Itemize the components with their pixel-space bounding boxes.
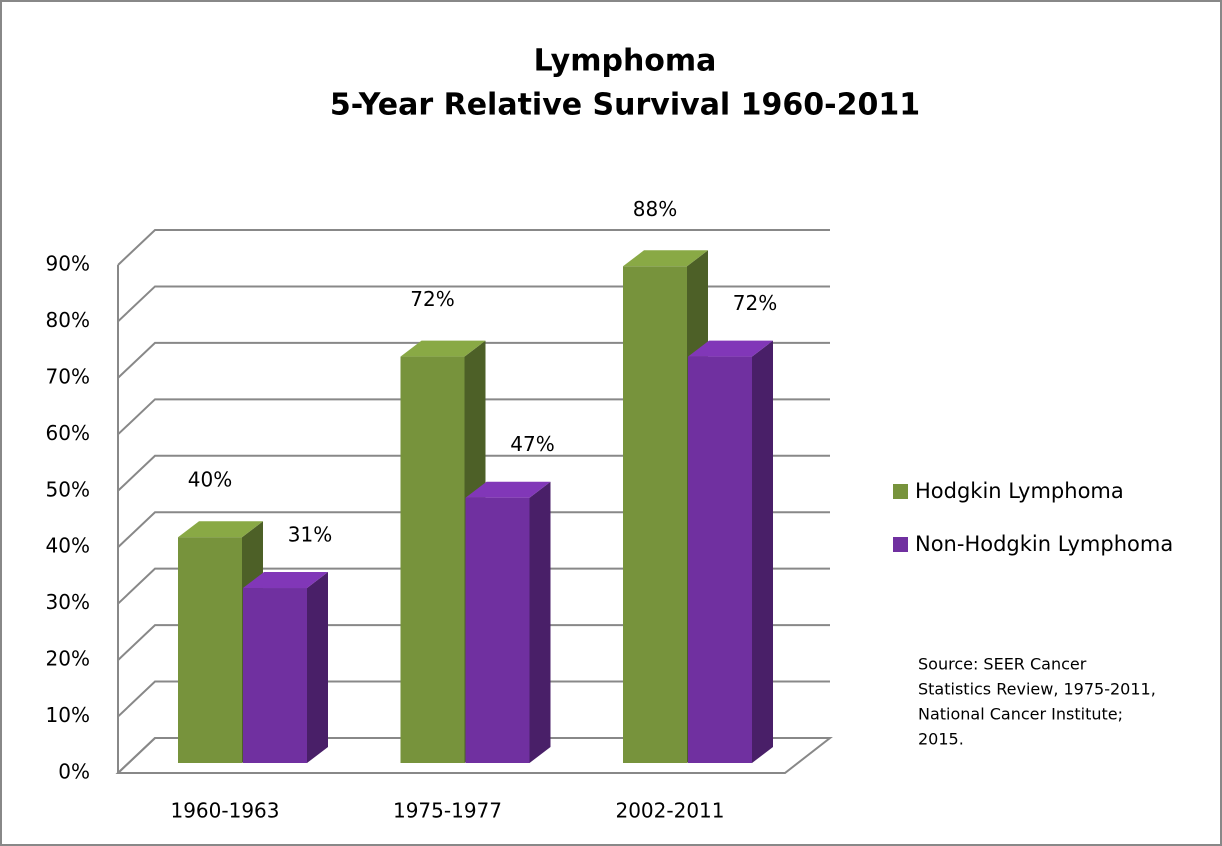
chart-title: Lymphoma (534, 44, 717, 79)
bar (465, 497, 530, 763)
y-tick-label: 40% (46, 534, 90, 558)
bar-side (529, 481, 551, 763)
y-tick-label: 80% (46, 308, 90, 332)
source-note: National Cancer Institute; (918, 705, 1123, 724)
data-label: 31% (288, 523, 332, 547)
grid-line (117, 454, 830, 492)
bar-side (752, 340, 773, 763)
data-label: 88% (633, 197, 677, 221)
data-label: 72% (410, 287, 454, 311)
grid-line (117, 511, 830, 548)
x-tick-label: 2002-2011 (615, 799, 724, 823)
y-tick-label: 20% (46, 647, 90, 671)
bar-side (307, 572, 328, 763)
bar (400, 356, 465, 763)
y-tick-label: 60% (46, 421, 90, 445)
source-note: 2015. (918, 730, 964, 749)
chart-subtitle: 5-Year Relative Survival 1960-2011 (330, 88, 920, 123)
grid-line (117, 398, 830, 436)
bar-top (465, 481, 551, 498)
data-label: 40% (188, 468, 232, 492)
source-note: Statistics Review, 1975-2011, (918, 680, 1156, 699)
y-tick-label: 90% (46, 252, 90, 276)
legend-label: Hodgkin Lymphoma (915, 479, 1124, 503)
legend-swatch (893, 537, 908, 552)
y-tick-label: 70% (46, 364, 90, 388)
bar (688, 356, 752, 763)
legend-label: Non-Hodgkin Lymphoma (915, 532, 1173, 556)
grid-line (117, 229, 830, 266)
data-label: 72% (733, 291, 777, 315)
y-tick-label: 0% (58, 760, 90, 784)
y-tick-label: 30% (46, 590, 90, 614)
data-label: 47% (510, 432, 554, 456)
bar-top (400, 340, 486, 357)
grid-line (117, 567, 830, 605)
bar (178, 537, 242, 763)
grid-line (117, 680, 830, 718)
bar-top (178, 521, 263, 538)
bar (623, 266, 687, 763)
x-tick-label: 1960-1963 (170, 799, 279, 823)
bar-top (623, 250, 708, 267)
grid-line (117, 624, 830, 661)
grid-line (117, 737, 830, 774)
source-note: Source: SEER Cancer (918, 655, 1087, 674)
y-tick-label: 50% (46, 477, 90, 501)
legend-swatch (893, 484, 908, 499)
grid-line (117, 285, 830, 323)
bar-top (243, 572, 328, 589)
bar-top (688, 340, 773, 357)
bar (243, 588, 307, 763)
grid-line (117, 341, 830, 379)
x-tick-label: 1975-1977 (393, 799, 502, 823)
y-tick-label: 10% (46, 703, 90, 727)
